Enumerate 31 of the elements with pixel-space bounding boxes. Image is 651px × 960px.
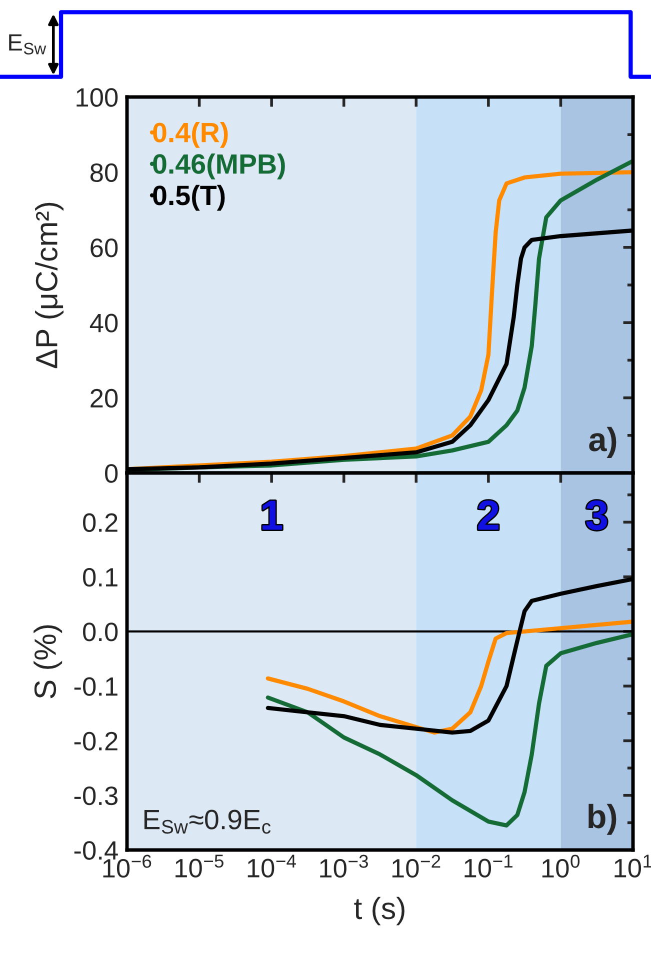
x-axis-title: t (s) (354, 896, 404, 926)
annotation: a) (589, 426, 616, 458)
x-tick-label: 10$^{−4}$ (248, 854, 296, 878)
legend-label: 0.5(T) (153, 184, 225, 211)
y-tick-label: -0.2 (74, 732, 118, 751)
band-label: 2 (478, 500, 498, 530)
y-tick-label: 0.0 (83, 622, 118, 642)
y-tick-label: 80 (90, 163, 118, 182)
y-axis-title: ΔP (μC/cm²) (35, 202, 64, 368)
y-tick-label: 20 (90, 388, 118, 408)
legend-label: 0.46(MPB) (153, 153, 285, 180)
x-tick-label: 10$^{−5}$ (176, 854, 224, 878)
x-tick-label: 10$^{0}$ (542, 854, 580, 878)
x-tick-label: 10$^{−2}$ (392, 854, 440, 878)
x-tick-label: 10$^{−1}$ (464, 854, 512, 878)
y-tick-label: 0.1 (83, 568, 118, 587)
y-tick-label: 0.2 (83, 513, 118, 532)
annotation: E$_{Sw}$≈0.9E$_{c}$ (144, 810, 271, 834)
annotation: E$_{Sw}$ (9, 34, 46, 54)
annotation: b) (588, 804, 616, 835)
y-tick-label: 40 (90, 314, 118, 332)
y-axis-title: S (%) (34, 625, 62, 698)
y-tick-label: 100 (76, 88, 118, 107)
y-tick-label: 60 (90, 238, 118, 258)
y-tick-label: 0 (105, 464, 118, 483)
legend-label: 0.4(R) (153, 122, 228, 148)
y-tick-label: -0.1 (74, 677, 118, 696)
y-tick-label: -0.3 (74, 786, 118, 806)
band-label: 3 (586, 500, 607, 530)
band-label: 1 (262, 500, 282, 530)
x-tick-label: 10$^{−3}$ (320, 854, 368, 878)
